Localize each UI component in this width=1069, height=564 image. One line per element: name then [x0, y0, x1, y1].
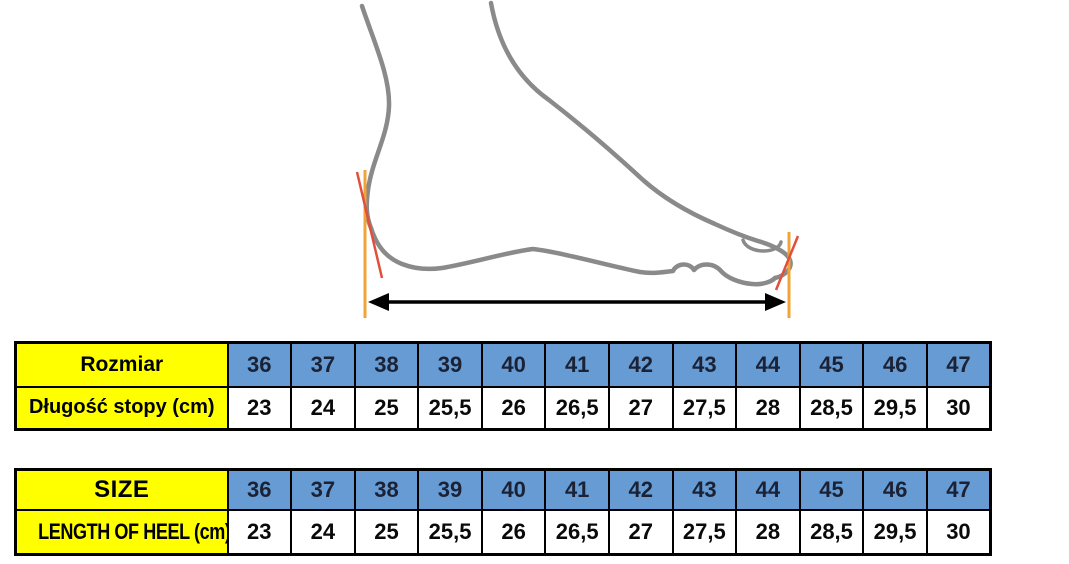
size-cell: 43 [671, 341, 738, 388]
foot-diagram [355, 0, 800, 318]
size-cell: 39 [417, 468, 483, 511]
row-header-label: LENGTH OF HEEL (cm) [38, 518, 228, 544]
length-cell: 26 [480, 385, 547, 431]
foot-outline-top [488, 0, 793, 281]
length-cell: 23 [226, 385, 293, 431]
length-cell: 30 [925, 385, 992, 431]
length-cell: 26,5 [544, 385, 610, 431]
size-cell: 38 [353, 341, 420, 388]
length-cell: 27,5 [671, 508, 738, 556]
length-cell: 25,5 [417, 508, 483, 556]
length-cell: 23 [226, 508, 293, 556]
row-header-size: SIZE [14, 468, 229, 511]
row-header-dlugosc-stopy: Długość stopy (cm) [14, 385, 229, 431]
length-arrow [368, 293, 786, 311]
length-cell: 25,5 [417, 385, 483, 431]
length-cell: 29,5 [862, 385, 928, 431]
arrowhead-left [368, 293, 389, 311]
length-cell: 28,5 [798, 508, 865, 556]
length-cell: 27,5 [671, 385, 738, 431]
length-cell: 27 [607, 385, 674, 431]
size-cell: 39 [417, 341, 483, 388]
size-cell: 41 [544, 468, 610, 511]
length-cell: 28 [735, 385, 801, 431]
size-cell: 47 [925, 468, 992, 511]
row-header-length-of-heel: LENGTH OF HEEL (cm) [14, 508, 229, 556]
table-row-sizes: Rozmiar 36 37 38 39 40 41 42 43 44 45 46… [14, 341, 992, 388]
toe-guide-line [774, 235, 800, 291]
size-cell: 36 [226, 468, 293, 511]
size-cell: 45 [798, 468, 865, 511]
heel-guide-line [355, 171, 384, 279]
table-row-lengths: Długość stopy (cm) 23 24 25 25,5 26 26,5… [14, 385, 992, 431]
length-cell: 26 [480, 508, 547, 556]
size-cell: 44 [735, 468, 801, 511]
size-cell: 40 [480, 468, 547, 511]
length-cell: 28,5 [798, 385, 865, 431]
length-cell: 29,5 [862, 508, 928, 556]
toenail-outline [741, 238, 783, 253]
length-cell: 24 [290, 385, 356, 431]
size-cell: 40 [480, 341, 547, 388]
length-cell: 30 [925, 508, 992, 556]
table-row-lengths: LENGTH OF HEEL (cm) 23 24 25 25,5 26 26,… [14, 508, 992, 556]
row-header-rozmiar: Rozmiar [14, 341, 229, 388]
size-cell: 37 [290, 468, 356, 511]
foot-outline-back-sole [359, 3, 778, 287]
size-cell: 42 [607, 468, 674, 511]
length-cell: 25 [353, 508, 420, 556]
size-cell: 46 [862, 468, 928, 511]
length-cell: 27 [607, 508, 674, 556]
table-row-sizes: SIZE 36 37 38 39 40 41 42 43 44 45 46 47 [14, 468, 992, 511]
size-cell: 37 [290, 341, 356, 388]
size-cell: 38 [353, 468, 420, 511]
size-table-english: SIZE 36 37 38 39 40 41 42 43 44 45 46 47… [14, 468, 992, 556]
length-cell: 25 [353, 385, 420, 431]
size-cell: 42 [607, 341, 674, 388]
arrowhead-right [765, 293, 786, 311]
size-cell: 47 [925, 341, 992, 388]
length-cell: 28 [735, 508, 801, 556]
length-cell: 24 [290, 508, 356, 556]
size-cell: 45 [798, 341, 865, 388]
size-table-polish: Rozmiar 36 37 38 39 40 41 42 43 44 45 46… [14, 341, 992, 431]
size-cell: 46 [862, 341, 928, 388]
size-cell: 43 [671, 468, 738, 511]
length-cell: 26,5 [544, 508, 610, 556]
size-cell: 44 [735, 341, 801, 388]
size-cell: 41 [544, 341, 610, 388]
size-cell: 36 [226, 341, 293, 388]
